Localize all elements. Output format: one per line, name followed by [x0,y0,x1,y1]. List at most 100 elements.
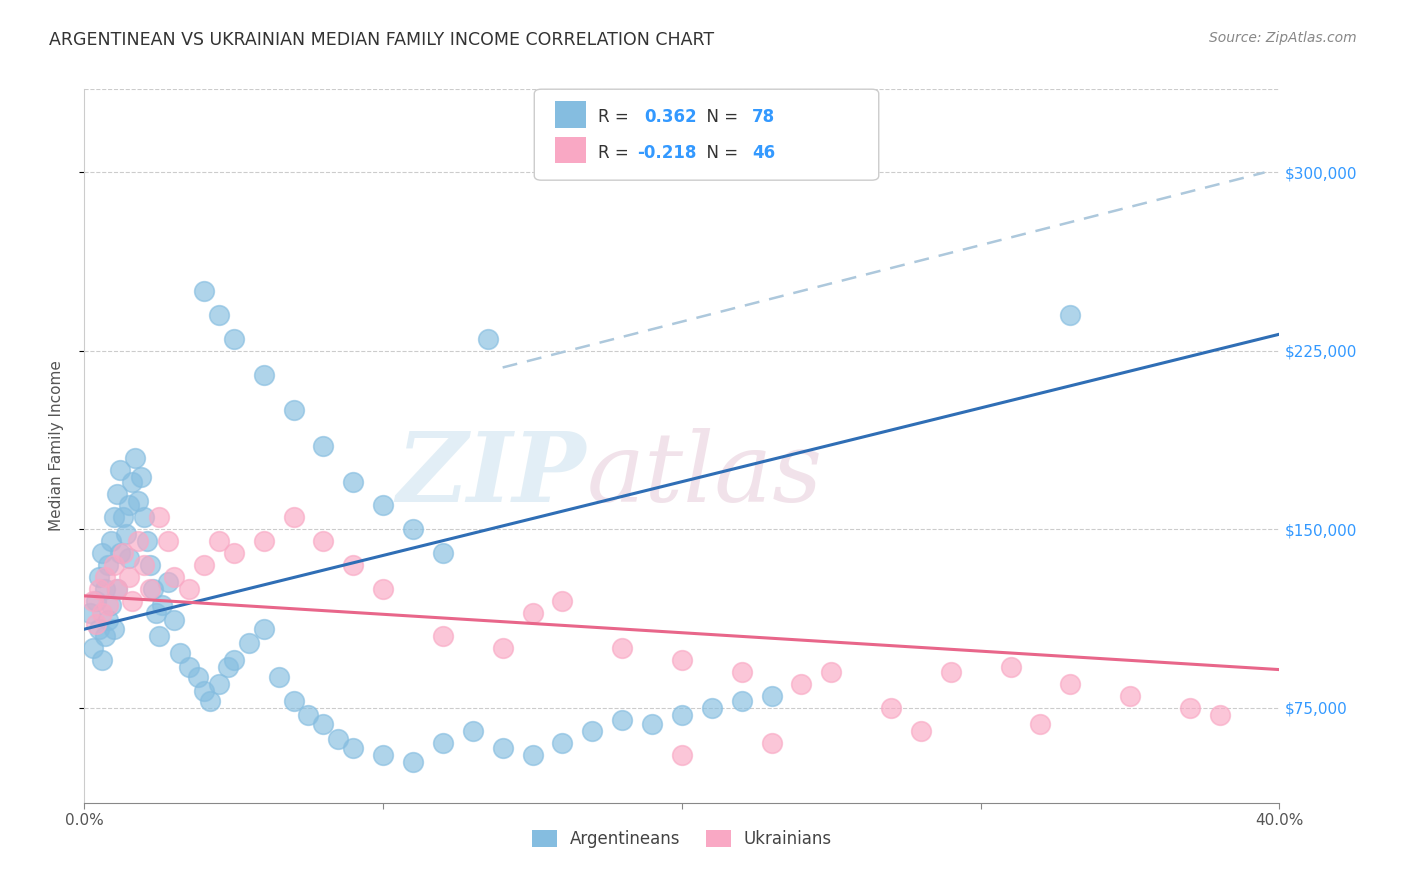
Text: atlas: atlas [586,427,823,522]
Point [477,332,499,346]
Point [312,534,335,549]
Point [89,582,111,596]
Point [731,693,754,707]
Point [187,670,209,684]
Point [1059,308,1081,322]
Point [671,653,693,667]
Point [103,622,125,636]
Text: N =: N = [696,108,744,126]
Point [105,486,128,500]
Point [432,736,454,750]
Point [342,741,364,756]
Point [551,736,574,750]
Point [132,510,156,524]
Point [297,707,319,722]
Point [150,599,173,613]
Point [100,534,122,549]
Point [103,510,125,524]
Point [132,558,156,572]
Point [91,653,114,667]
Text: 46: 46 [752,144,775,161]
Point [118,499,141,513]
Point [402,522,425,536]
Point [129,470,152,484]
Point [198,693,221,707]
Point [700,700,723,714]
Point [328,731,350,746]
Point [208,534,231,549]
Point [1029,717,1052,731]
Point [492,641,515,656]
Point [177,660,200,674]
Point [94,570,117,584]
Point [105,582,128,596]
Point [238,636,260,650]
Point [193,684,215,698]
Point [222,653,245,667]
Point [94,582,117,596]
Point [208,308,231,322]
Point [312,439,335,453]
Point [342,475,364,489]
Point [97,599,120,613]
Point [880,700,903,714]
Point [193,285,215,299]
Point [222,332,245,346]
Point [253,622,276,636]
Point [1178,700,1201,714]
Point [100,599,122,613]
Point [94,629,117,643]
Point [86,617,108,632]
Text: R =: R = [598,144,634,161]
Text: ARGENTINEAN VS UKRAINIAN MEDIAN FAMILY INCOME CORRELATION CHART: ARGENTINEAN VS UKRAINIAN MEDIAN FAMILY I… [49,31,714,49]
Point [89,622,111,636]
Text: ZIP: ZIP [396,427,586,522]
Point [89,570,111,584]
Point [522,606,544,620]
Point [581,724,603,739]
Point [641,717,664,731]
Point [402,756,425,770]
Point [1209,707,1232,722]
Point [283,510,305,524]
Point [97,558,120,572]
Text: Source: ZipAtlas.com: Source: ZipAtlas.com [1209,31,1357,45]
Point [671,748,693,763]
Point [118,550,141,565]
Point [110,546,132,560]
Point [790,677,813,691]
Point [82,641,104,656]
Point [612,641,634,656]
Point [820,665,842,679]
Point [939,665,962,679]
Point [112,546,135,560]
Point [612,713,634,727]
Text: N =: N = [696,144,744,161]
Point [492,741,515,756]
Point [139,582,162,596]
Point [1119,689,1142,703]
Point [283,693,305,707]
Point [253,368,276,382]
Text: -0.218: -0.218 [637,144,696,161]
Point [118,570,141,584]
Point [312,717,335,731]
Point [1000,660,1022,674]
Point [127,534,149,549]
Point [91,606,114,620]
Point [373,499,395,513]
Point [1059,677,1081,691]
Point [671,707,693,722]
Point [342,558,364,572]
Point [461,724,484,739]
Point [731,665,754,679]
Point [86,593,108,607]
Point [432,546,454,560]
Point [163,570,186,584]
Point [193,558,215,572]
Point [253,534,276,549]
Point [373,748,395,763]
Point [177,582,200,596]
Point [103,558,125,572]
Point [283,403,305,417]
